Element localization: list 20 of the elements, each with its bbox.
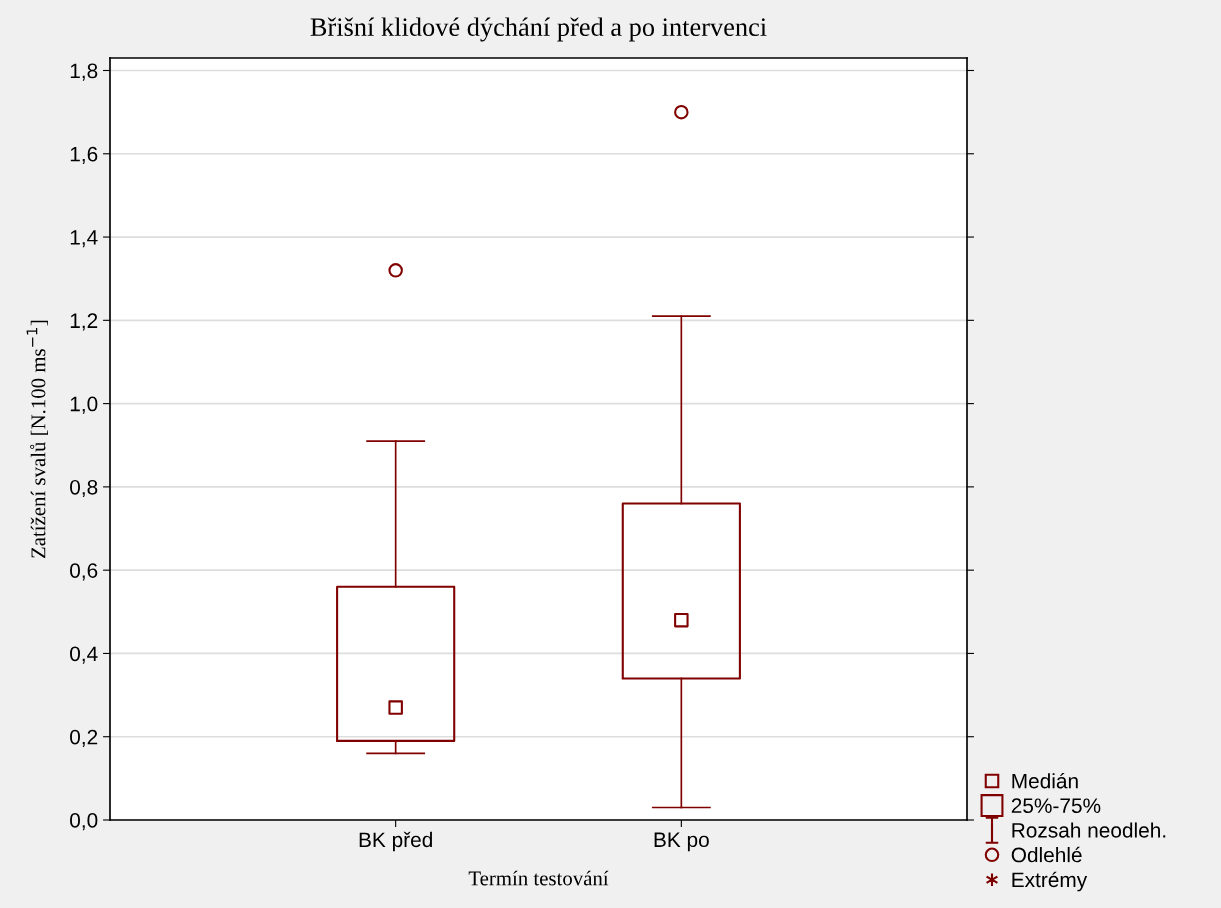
y-tick-label: 1,2 xyxy=(70,313,98,331)
text: Odlehlé xyxy=(1011,846,1082,863)
y-tick-label: 1,6 xyxy=(70,146,98,164)
y-axis-title: Zatížení svalů [N.100 ms$^{−1}$] xyxy=(26,320,48,558)
x-tick-label: BK před xyxy=(359,831,432,852)
text: 25%-75% xyxy=(1011,798,1101,814)
y-tick-label: 1,0 xyxy=(70,396,98,414)
x-axis-title: Termín testování xyxy=(468,870,609,886)
y-tick-label: 0,2 xyxy=(70,729,98,747)
y-tick-label: 1,8 xyxy=(70,63,98,81)
y-tick-label: 1,4 xyxy=(70,230,98,248)
chart-title: Břišní klidové dýchání před a po intervenci xyxy=(310,17,767,42)
y-tick-label: 0,6 xyxy=(70,563,98,581)
x-tick-label: BK po xyxy=(654,832,709,852)
y-tick-label: 0,8 xyxy=(70,479,98,498)
text: Rozsah neodleh. xyxy=(1012,822,1166,838)
y-tick-label: 0,0 xyxy=(70,813,98,831)
text: Extrémy xyxy=(1012,871,1088,892)
y-tick-label: 0,4 xyxy=(70,646,98,664)
text: Medián xyxy=(1012,772,1078,789)
